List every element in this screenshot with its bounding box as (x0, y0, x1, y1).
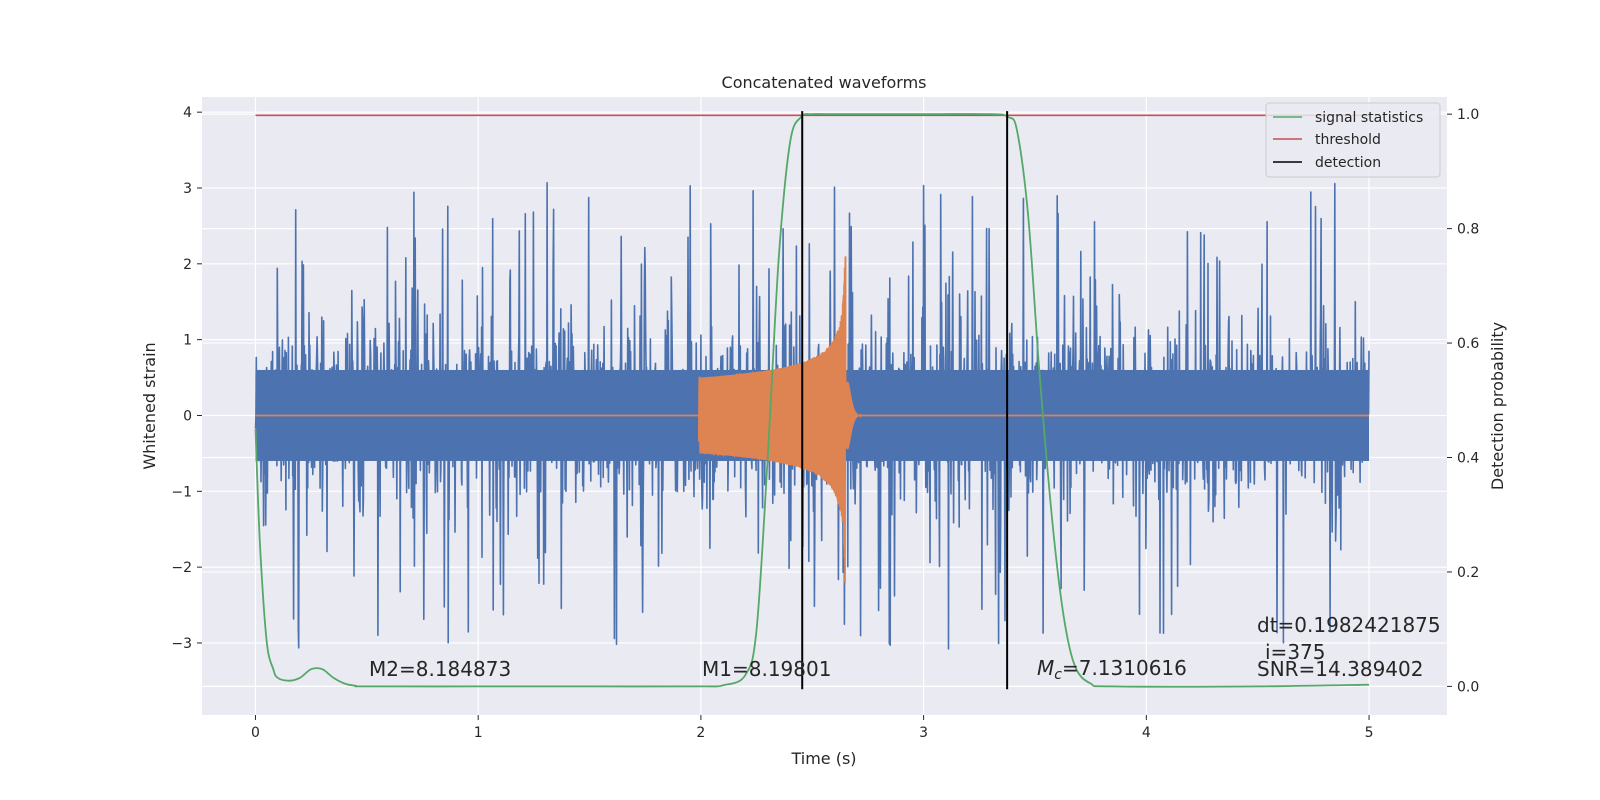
y-tick-label: 1 (183, 333, 192, 349)
y-axis-right-label: Detection probability (1488, 322, 1507, 490)
legend-label-threshold: threshold (1315, 132, 1381, 148)
legend-label-signal-statistics: signal statistics (1315, 110, 1423, 126)
right-axis-ticks: 0.0 0.2 0.4 0.6 0.8 1.0 (1447, 107, 1479, 695)
x-tick-label: 2 (696, 725, 705, 741)
x-tick-label: 3 (919, 725, 928, 741)
x-tick-label: 5 (1365, 725, 1374, 741)
y-right-tick-label: 0.0 (1457, 679, 1479, 695)
annotation-mc-value: =7.1310616 (1062, 656, 1187, 680)
y-tick-label: 0 (183, 408, 192, 424)
bottom-axis-ticks: 0 1 2 3 4 5 (251, 715, 1374, 741)
x-tick-label: 1 (474, 725, 483, 741)
y-tick-label: 2 (183, 257, 192, 273)
y-tick-label: 3 (183, 181, 192, 197)
y-right-tick-label: 0.8 (1457, 222, 1479, 238)
x-tick-label: 4 (1142, 725, 1151, 741)
y-tick-label: −2 (171, 560, 192, 576)
annotation-m2: M2=8.184873 (369, 657, 511, 681)
annotation-snr: SNR=14.389402 (1257, 657, 1423, 681)
left-axis-ticks: −3 −2 −1 0 1 2 3 4 (171, 105, 202, 652)
y-right-tick-label: 0.4 (1457, 451, 1479, 467)
annotation-m1: M1=8.19801 (702, 657, 831, 681)
legend: signal statistics threshold detection (1266, 103, 1440, 177)
chart: −3 −2 −1 0 1 2 3 4 0 1 2 3 4 5 0.0 0.2 0.4 0.6 0.8 1.0 Co… (0, 0, 1600, 800)
y-right-tick-label: 1.0 (1457, 107, 1479, 123)
y-tick-label: −1 (171, 484, 192, 500)
chart-title: Concatenated waveforms (722, 73, 927, 92)
y-right-tick-label: 0.2 (1457, 565, 1479, 581)
y-right-tick-label: 0.6 (1457, 336, 1479, 352)
y-tick-label: 4 (183, 105, 192, 121)
y-tick-label: −3 (171, 636, 192, 652)
x-tick-label: 0 (251, 725, 260, 741)
x-axis-label: Time (s) (790, 749, 856, 768)
legend-label-detection: detection (1315, 155, 1381, 171)
annotation-dt: dt=0.1982421875 (1257, 613, 1441, 637)
y-axis-label: Whitened strain (140, 342, 159, 469)
annotation-mc-symbol: M (1037, 656, 1054, 680)
